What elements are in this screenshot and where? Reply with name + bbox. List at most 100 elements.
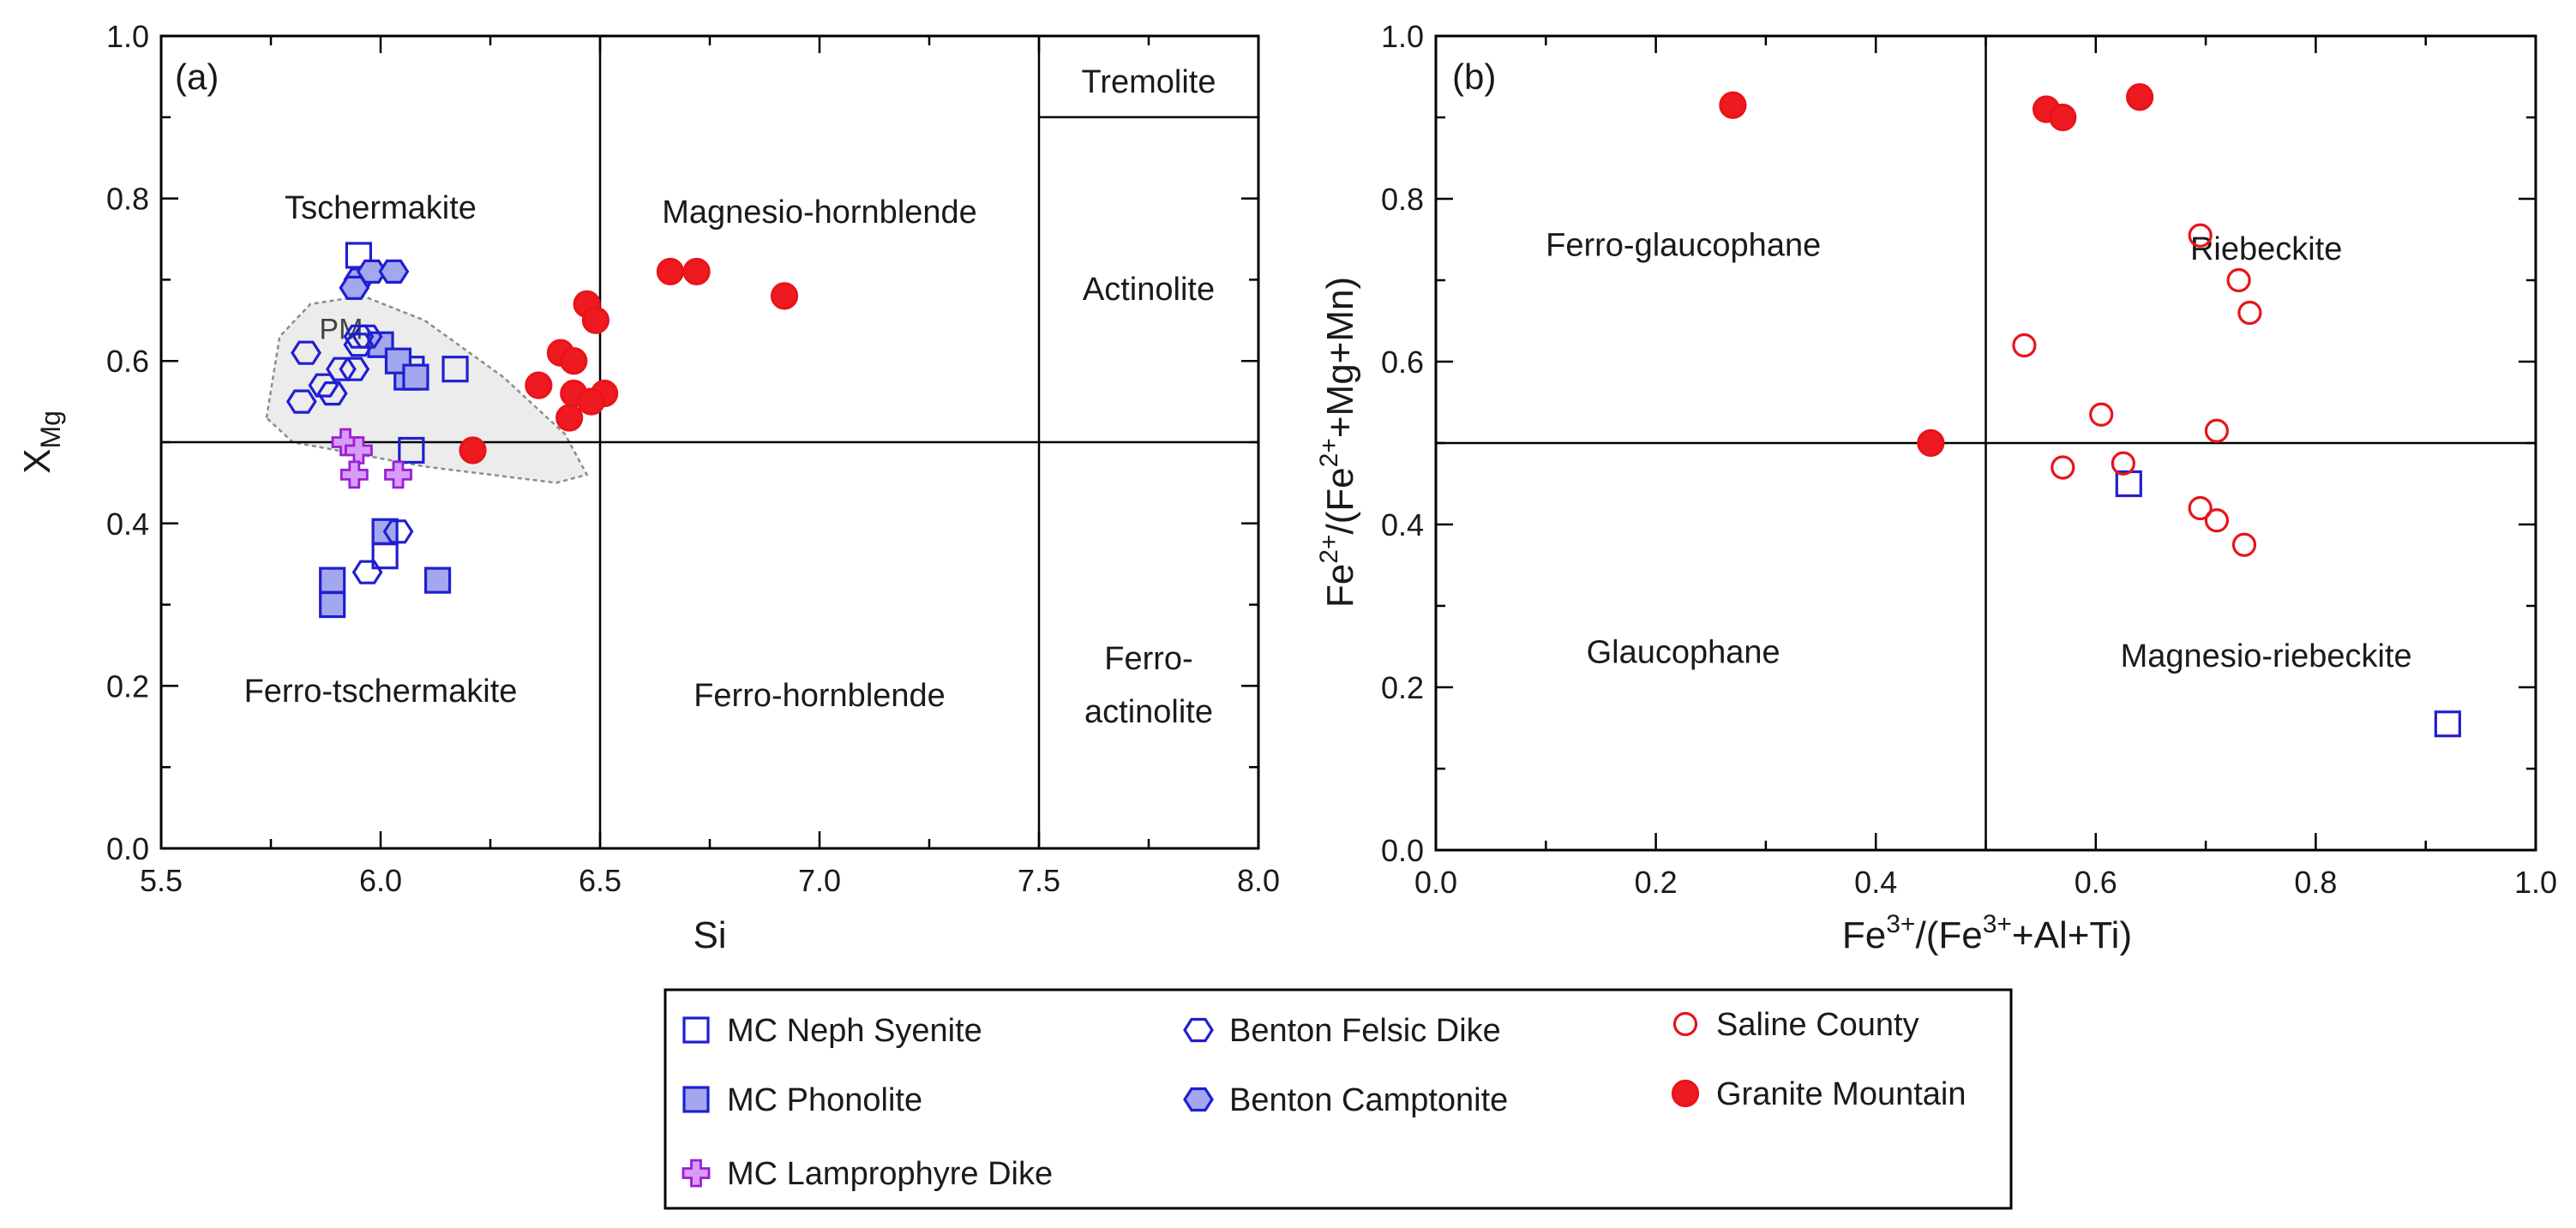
panel-a-x-tick-label: 8.0 <box>1237 863 1280 898</box>
legend: MC Neph Syenite MC Phonolite MC Lamprophyr… <box>664 988 2013 1210</box>
panel-b-point-saline-county <box>2204 418 2230 443</box>
panel-a-ticks: 5.5 6.0 6.5 7.0 7.5 8.0 0.0 0.2 0.4 0.6 0.8 1.0 <box>106 19 1280 898</box>
panel-a-point-mc-lamprophyre-dike <box>339 460 369 489</box>
panel-a-point-benton-felsic-dike <box>343 332 375 357</box>
panel-a-y-tick-label: 1.0 <box>106 19 149 54</box>
panel-b-x-axis-title: Fe3+/(Fe3++Al+Ti) <box>1842 910 2132 956</box>
panel-b-x-tick-label: 0.2 <box>1635 865 1678 900</box>
panel-b-x-title-part-1: Fe <box>1842 914 1886 956</box>
panel-a-x-tick-label: 6.0 <box>359 863 402 898</box>
panel-b-label: (b) <box>1452 57 1496 97</box>
panel-a-point-mc-phonolite <box>319 566 346 594</box>
panel-b-point-saline-county <box>2051 455 2075 480</box>
panel-a-point-granite-mountain <box>577 387 605 416</box>
legend-marker-granite-mountain <box>1671 1079 1700 1108</box>
panel-a-point-mc-neph-syenite <box>345 242 372 269</box>
panel-a-point-benton-camptonite <box>356 259 387 284</box>
legend-box <box>664 988 2013 1210</box>
panel-b-point-saline-county <box>2188 223 2213 248</box>
panel-a-x-axis-title: Si <box>693 914 726 956</box>
panel-a-point-granite-mountain <box>770 282 799 310</box>
panel-a-point-granite-mountain <box>581 306 609 334</box>
panel-b-point-granite-mountain <box>2126 83 2154 111</box>
panel-a-point-mc-phonolite <box>384 347 412 374</box>
panel-b-y-title-part-3: /(Fe <box>1319 467 1361 534</box>
panel-b-x-tick-label: 0.6 <box>2075 865 2117 900</box>
panel-b-ticks: 0.0 0.2 0.4 0.6 0.8 1.0 0.0 0.2 0.4 0.6 0.8 1.0 <box>1381 19 2557 900</box>
panel-b-x-tick-label: 1.0 <box>2514 865 2557 900</box>
panel-b-field-label-riebeckite: Riebeckite <box>2190 231 2342 267</box>
panel-a-point-mc-lamprophyre-dike <box>384 460 412 489</box>
panel-a-field-label-actinolite: Actinolite <box>1083 272 1215 308</box>
panel-a-y-axis-title-sub: Mg <box>35 410 66 448</box>
panel-b-points <box>1719 83 2461 738</box>
panel-a-y-tick-label: 0.4 <box>106 506 149 542</box>
panel-a-point-mc-phonolite <box>423 566 452 594</box>
panel-b-point-granite-mountain <box>2049 103 2077 132</box>
legend-marker-mc-phonolite <box>682 1086 710 1113</box>
legend-label-mc-lamprophyre-dike: MC Lamprophyre Dike <box>727 1156 1053 1192</box>
panel-a-point-granite-mountain <box>525 371 553 399</box>
panel-a-point-mc-phonolite <box>402 363 429 391</box>
panel-a-field-label-tremolite: Tremolite <box>1082 64 1216 100</box>
panel-a-field-label-tschermakite: Tschermakite <box>285 190 477 226</box>
legend-marker-benton-felsic-dike <box>1183 1017 1214 1043</box>
panel-a-point-benton-camptonite <box>339 275 370 300</box>
panel-a-y-tick-label: 0.0 <box>106 831 149 866</box>
panel-b-point-saline-county <box>2089 402 2114 427</box>
panel-b-point-granite-mountain <box>1719 91 1747 119</box>
panel-b-x-title-part-5: +Al+Ti) <box>2012 914 2132 956</box>
legend-marker-benton-camptonite <box>1183 1087 1214 1112</box>
panel-a-x-tick-label: 7.0 <box>798 863 841 898</box>
panel-b-x-tick-label: 0.0 <box>1414 865 1457 900</box>
panel-a-point-benton-felsic-dike <box>351 324 383 349</box>
legend-label-mc-neph-syenite: MC Neph Syenite <box>727 1013 982 1049</box>
panel-a-point-granite-mountain <box>560 347 588 375</box>
legend-label-benton-camptonite: Benton Camptonite <box>1229 1082 1508 1118</box>
panel-a-point-mc-phonolite <box>319 590 346 619</box>
panel-a-chart: PM 5.5 6.0 6.5 7.0 7.5 8.00.00.20.40.60.81.0 … <box>16 19 1280 956</box>
panel-b-point-saline-county <box>2237 300 2262 326</box>
panel-a-y-axis-title: XMg <box>16 410 66 474</box>
panel-b-y-axis-title-group: Fe2+/(Fe2++Mg+Mn) <box>1315 277 1361 608</box>
panel-b-field-label-ferro-glaucophane: Ferro-glaucophane <box>1546 227 1821 263</box>
panel-a-point-benton-felsic-dike <box>382 519 414 544</box>
panel-a-field-labels: Tschermakite Magnesio-hornblende Tremolite… <box>244 64 1216 730</box>
panel-b-y-tick-label: 1.0 <box>1381 19 1424 54</box>
panel-b-y-axis-title: Fe2+/(Fe2++Mg+Mn) <box>1315 277 1361 608</box>
panel-a-point-benton-felsic-dike <box>285 389 317 414</box>
panel-a-y-axis-title-group: XMg <box>16 410 66 474</box>
panel-a-field-label-ferro-hornblende: Ferro-hornblende <box>694 678 946 714</box>
panel-b-point-saline-county <box>2188 495 2213 521</box>
panel-b-y-title-part-1: Fe <box>1319 564 1361 608</box>
panel-b-y-tick-label: 0.6 <box>1381 344 1424 380</box>
legend-label-saline-county: Saline County <box>1716 1007 1919 1043</box>
panel-a-y-tick-label: 0.8 <box>106 182 149 217</box>
panel-b-y-tick-label: 0.2 <box>1381 670 1424 705</box>
panel-a-field-label-magnesio-hornblende: Magnesio-hornblende <box>662 195 977 231</box>
panel-a-point-mc-neph-syenite <box>398 436 425 464</box>
panel-a-point-granite-mountain <box>682 257 711 286</box>
panel-a-y-tick-label: 0.6 <box>106 344 149 379</box>
panel-b-point-saline-county <box>2204 508 2230 533</box>
panel-b-y-tick-label: 0.0 <box>1381 833 1424 868</box>
panel-b-point-saline-county <box>2111 451 2135 476</box>
legend-label-granite-mountain: Granite Mountain <box>1716 1076 1967 1112</box>
panel-b-y-tick-label: 0.8 <box>1381 182 1424 217</box>
legend-items: MC Neph Syenite MC Phonolite MC Lamprophyr… <box>682 1007 1967 1192</box>
panel-b-chart: 0.0 0.2 0.4 0.6 0.8 1.0 0.0 0.2 0.4 0.6 0.8 1.0 Fer… <box>1315 19 2557 956</box>
panel-a-point-granite-mountain <box>656 257 685 286</box>
panel-b-y-tick-label: 0.4 <box>1381 507 1424 542</box>
legend-marker-saline-county <box>1672 1011 1698 1037</box>
panel-b-x-title-part-4: 3+ <box>1983 910 2012 938</box>
panel-b-point-saline-county <box>2012 332 2037 358</box>
legend-marker-mc-lamprophyre-dike <box>682 1159 711 1188</box>
panel-a-x-tick-label: 5.5 <box>140 863 183 898</box>
panel-b-x-tick-label: 0.4 <box>1854 865 1897 900</box>
panel-a-field-label-actinolite: actinolite <box>1084 694 1213 730</box>
panel-b-field-lines <box>1436 36 2536 850</box>
legend-marker-mc-neph-syenite <box>682 1016 710 1044</box>
panel-b-y-title-part-2: 2+ <box>1315 535 1343 564</box>
panel-a-point-mc-neph-syenite <box>441 356 469 383</box>
panel-a-point-granite-mountain <box>459 436 487 464</box>
